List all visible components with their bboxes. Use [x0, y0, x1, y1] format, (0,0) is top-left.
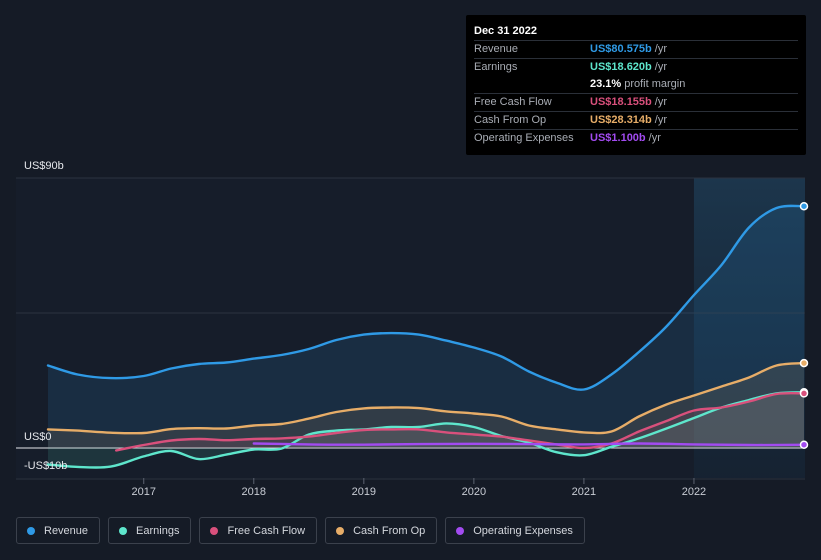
earnings-line — [46, 391, 806, 469]
legend-item-earnings[interactable]: Earnings — [108, 517, 192, 544]
data-tooltip: Dec 31 2022 Revenue US$80.575b /yr Earni… — [466, 15, 806, 155]
cash-from-op-end-point — [799, 358, 809, 368]
tooltip-row-earnings: Earnings US$18.620b /yr — [474, 58, 798, 76]
revenue-end-point — [799, 201, 809, 211]
tooltip-value: US$18.155b — [590, 96, 652, 108]
tooltip-value: US$28.314b — [590, 114, 652, 126]
legend-dot-icon — [210, 526, 219, 535]
legend-item-revenue[interactable]: Revenue — [16, 517, 101, 544]
series-end-markers — [799, 201, 809, 449]
tooltip-label: Earnings — [474, 61, 518, 73]
tooltip-row-cfo: Cash From Op US$28.314b /yr — [474, 111, 798, 129]
tooltip-value: US$80.575b — [590, 43, 652, 55]
legend-item-cash-from-op[interactable]: Cash From Op — [325, 517, 438, 544]
tooltip-row-margin: 23.1% profit margin — [474, 76, 798, 93]
tooltip-label: Operating Expenses — [474, 132, 574, 144]
tooltip-unit: /yr — [648, 132, 661, 144]
tooltip-unit: /yr — [654, 114, 667, 126]
free-cash-flow-end-point — [799, 389, 809, 398]
tooltip-row-fcf: Free Cash Flow US$18.155b /yr — [474, 93, 798, 111]
legend-label: Operating Expenses — [473, 524, 573, 537]
x-tick-label: 2021 — [572, 486, 596, 498]
free-cash-flow-area — [116, 393, 804, 451]
tooltip-label — [474, 76, 590, 93]
tooltip-value: US$1.100b — [590, 132, 646, 144]
legend-dot-icon — [336, 526, 345, 535]
operating-expenses-end-point — [799, 440, 809, 449]
tooltip-date: Dec 31 2022 — [474, 25, 537, 37]
legend-label: Cash From Op — [353, 524, 426, 537]
y-label-bottom: -US$10b — [24, 460, 68, 472]
legend-item-free-cash-flow[interactable]: Free Cash Flow — [199, 517, 318, 544]
tooltip-label: Cash From Op — [474, 114, 547, 126]
cash-from-op-line — [46, 361, 806, 435]
tooltip-row-revenue: Revenue US$80.575b /yr — [474, 40, 798, 58]
tooltip-unit: /yr — [654, 96, 667, 108]
y-label-zero: US$0 — [24, 431, 52, 443]
legend-dot-icon — [119, 526, 128, 535]
series-lines — [46, 204, 806, 469]
tooltip-label: Revenue — [474, 43, 519, 55]
legend-dot-icon — [27, 526, 35, 535]
legend-item-operating-expenses[interactable]: Operating Expenses — [445, 517, 585, 544]
y-label-top: US$90b — [24, 160, 64, 172]
legend-label: Free Cash Flow — [227, 524, 306, 537]
legend-label: Earnings — [136, 524, 180, 537]
legend-label: Revenue — [44, 524, 89, 537]
x-tick-label: 2020 — [462, 486, 486, 498]
revenue-line — [46, 204, 806, 391]
revenue-area — [48, 205, 804, 448]
tooltip-value: US$18.620b — [590, 61, 652, 73]
legend: Revenue Earnings Free Cash Flow Cash Fro… — [16, 517, 585, 544]
free-cash-flow-line — [115, 392, 806, 452]
operating-expenses-line — [252, 442, 806, 447]
legend-dot-icon — [456, 526, 465, 535]
tooltip-unit: /yr — [654, 61, 667, 73]
tooltip-label: Free Cash Flow — [474, 96, 552, 108]
x-tick-label: 2018 — [242, 486, 266, 498]
x-axis-ticks: 2017 2018 2019 2020 2021 2022 — [131, 478, 706, 498]
x-tick-label: 2022 — [682, 486, 706, 498]
tooltip-unit: /yr — [654, 43, 667, 55]
x-tick-label: 2017 — [131, 486, 155, 498]
tooltip-row-opex: Operating Expenses US$1.100b /yr — [474, 129, 798, 147]
grid-lines — [16, 177, 805, 480]
tooltip-unit: profit margin — [624, 78, 686, 90]
tooltip-value: 23.1% — [590, 78, 622, 90]
x-tick-label: 2019 — [352, 486, 376, 498]
